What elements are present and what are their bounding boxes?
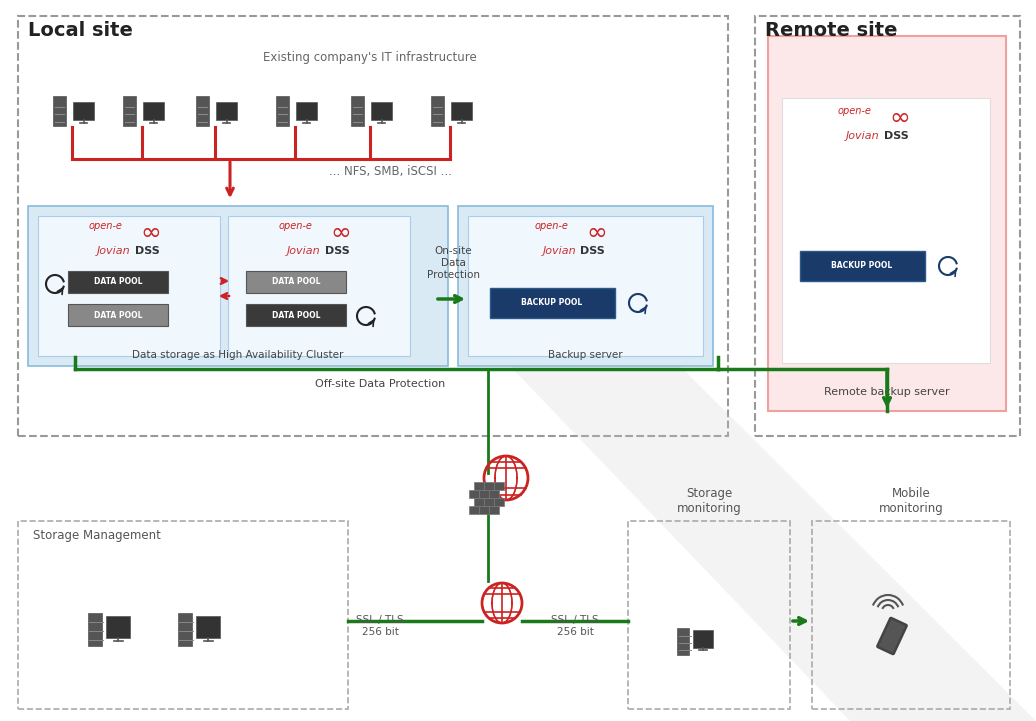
- Text: open-e: open-e: [535, 221, 569, 231]
- Bar: [277, 97, 289, 125]
- Text: DATA POOL: DATA POOL: [271, 311, 320, 319]
- Bar: [88, 613, 102, 645]
- Text: ∞: ∞: [889, 106, 911, 130]
- Text: DSS: DSS: [884, 131, 909, 141]
- Bar: [768, 36, 1006, 411]
- Text: Jovian: Jovian: [97, 246, 131, 256]
- Text: Mobile
monitoring: Mobile monitoring: [879, 487, 944, 515]
- Text: Storage Management: Storage Management: [33, 529, 161, 542]
- Text: ∞: ∞: [330, 221, 351, 245]
- Bar: [494, 498, 503, 505]
- Bar: [196, 97, 208, 125]
- Polygon shape: [510, 366, 1036, 721]
- Text: On-site
Data
Protection: On-site Data Protection: [427, 247, 480, 280]
- Bar: [74, 102, 94, 120]
- Text: open-e: open-e: [279, 221, 313, 231]
- Text: SSL / TLS
256 bit: SSL / TLS 256 bit: [551, 615, 599, 637]
- Text: SSL / TLS
256 bit: SSL / TLS 256 bit: [356, 615, 404, 637]
- Bar: [489, 490, 498, 497]
- Bar: [468, 216, 703, 356]
- Text: open-e: open-e: [89, 221, 122, 231]
- Bar: [494, 482, 503, 490]
- Text: DATA POOL: DATA POOL: [271, 278, 320, 286]
- Bar: [755, 16, 1020, 436]
- Bar: [196, 616, 221, 638]
- Bar: [68, 304, 168, 326]
- Bar: [490, 288, 615, 318]
- Bar: [628, 521, 790, 709]
- Bar: [123, 97, 136, 125]
- Bar: [38, 216, 220, 356]
- Bar: [489, 506, 498, 513]
- Bar: [480, 490, 489, 497]
- Bar: [246, 304, 346, 326]
- Bar: [296, 102, 317, 120]
- Text: DSS: DSS: [324, 246, 349, 256]
- Text: Backup server: Backup server: [548, 350, 623, 360]
- Text: Remote backup server: Remote backup server: [825, 387, 950, 397]
- Bar: [469, 506, 479, 513]
- Bar: [228, 216, 410, 356]
- Bar: [143, 102, 164, 120]
- Text: Jovian: Jovian: [543, 246, 576, 256]
- Bar: [485, 482, 493, 490]
- FancyBboxPatch shape: [877, 618, 906, 654]
- Bar: [678, 627, 689, 655]
- Bar: [68, 271, 168, 293]
- Bar: [474, 482, 484, 490]
- Text: Jovian: Jovian: [287, 246, 320, 256]
- Bar: [782, 98, 990, 363]
- Bar: [485, 498, 493, 505]
- Text: DATA POOL: DATA POOL: [93, 278, 142, 286]
- Text: DATA POOL: DATA POOL: [93, 311, 142, 319]
- Text: ... NFS, SMB, iSCSI ...: ... NFS, SMB, iSCSI ...: [328, 164, 452, 177]
- Bar: [246, 271, 346, 293]
- Bar: [693, 630, 713, 648]
- Text: BACKUP POOL: BACKUP POOL: [521, 298, 582, 307]
- Text: DSS: DSS: [135, 246, 160, 256]
- Text: Existing company's IT infrastructure: Existing company's IT infrastructure: [263, 51, 477, 64]
- Text: DSS: DSS: [580, 246, 605, 256]
- Bar: [106, 616, 131, 638]
- Text: Data storage as High Availability Cluster: Data storage as High Availability Cluste…: [133, 350, 344, 360]
- Bar: [53, 97, 65, 125]
- Bar: [371, 102, 392, 120]
- Text: BACKUP POOL: BACKUP POOL: [831, 262, 893, 270]
- Text: Storage
monitoring: Storage monitoring: [677, 487, 742, 515]
- Bar: [18, 16, 728, 436]
- Text: Jovian: Jovian: [846, 131, 880, 141]
- Text: ∞: ∞: [586, 221, 607, 245]
- Bar: [18, 521, 348, 709]
- Bar: [28, 206, 448, 366]
- Text: Local site: Local site: [28, 21, 133, 40]
- Bar: [800, 251, 925, 281]
- Bar: [458, 206, 713, 366]
- Bar: [451, 102, 472, 120]
- Bar: [178, 613, 192, 645]
- Bar: [469, 490, 479, 497]
- Bar: [217, 102, 237, 120]
- Text: Remote site: Remote site: [765, 21, 897, 40]
- Bar: [480, 506, 489, 513]
- Text: open-e: open-e: [838, 106, 872, 116]
- Text: ∞: ∞: [140, 221, 161, 245]
- Text: Off-site Data Protection: Off-site Data Protection: [315, 379, 445, 389]
- Bar: [431, 97, 443, 125]
- Bar: [351, 97, 364, 125]
- Bar: [812, 521, 1010, 709]
- Bar: [474, 498, 484, 505]
